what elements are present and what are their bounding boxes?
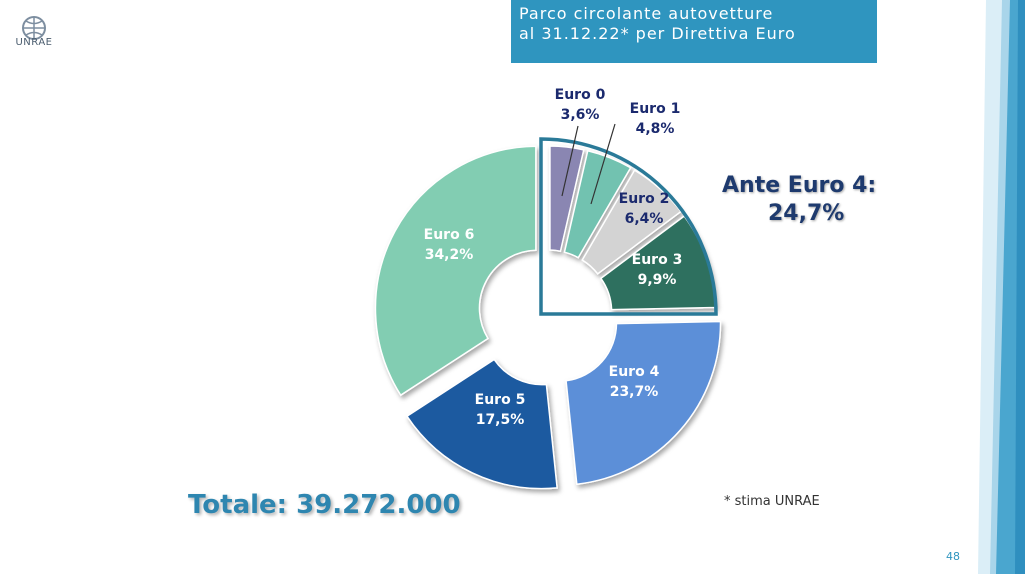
- value-label: 4,8%: [636, 121, 675, 137]
- leader-line-euro1: [590, 123, 616, 205]
- page-number: 48: [946, 550, 960, 563]
- logo-text: UNRAE: [15, 37, 53, 48]
- slice-euro-6: [374, 145, 537, 397]
- leader-line-euro0: [561, 125, 579, 197]
- category-label: Euro 0: [555, 87, 606, 103]
- category-label: Euro 5: [475, 392, 526, 408]
- value-label: 17,5%: [476, 412, 525, 428]
- slice-euro-0: [549, 145, 585, 253]
- value-label: 3,6%: [561, 107, 600, 123]
- unrae-logo-icon: [22, 16, 46, 40]
- ante-euro4-value: 24,7%: [768, 201, 845, 226]
- value-label: 6,4%: [625, 211, 664, 227]
- decorative-stripes: [978, 0, 1025, 574]
- value-label: 34,2%: [425, 247, 474, 263]
- ante-euro4-label: Ante Euro 4:: [722, 173, 877, 198]
- title-line-2: al 31.12.22* per Direttiva Euro: [519, 24, 796, 43]
- title-line-1: Parco circolante autovetture: [519, 4, 774, 23]
- category-label: Euro 3: [632, 252, 683, 268]
- category-label: Euro 4: [609, 364, 660, 380]
- category-label: Euro 2: [619, 191, 670, 207]
- totale-label: Totale: 39.272.000: [188, 490, 461, 520]
- value-label: 9,9%: [638, 272, 677, 288]
- ante-euro4-highlight-frame: [539, 137, 718, 316]
- slice-euro-1: [563, 149, 632, 259]
- title-box: Parco circolante autovetture al 31.12.22…: [511, 0, 877, 63]
- category-label: Euro 6: [424, 227, 475, 243]
- slice-euro-4: [565, 320, 722, 486]
- value-label: 23,7%: [610, 384, 659, 400]
- category-label: Euro 1: [630, 101, 681, 117]
- slice-euro-5: [405, 358, 558, 490]
- footnote: * stima UNRAE: [724, 494, 820, 509]
